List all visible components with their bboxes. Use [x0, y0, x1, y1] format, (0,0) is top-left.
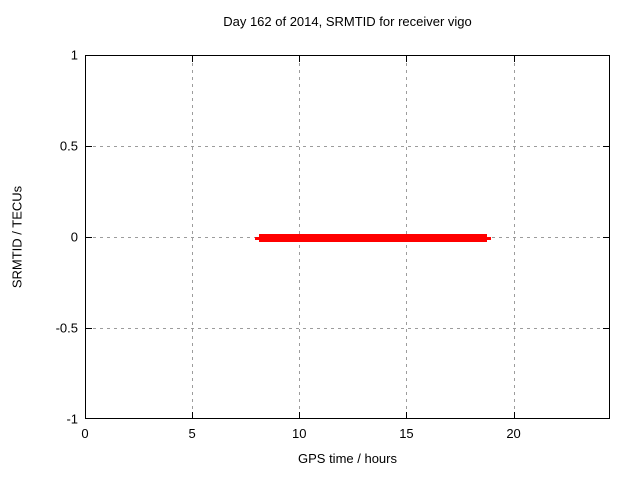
x-tick-mark-bottom [299, 412, 301, 418]
y-tick-label: 0.5 [59, 138, 78, 154]
x-tick-label: 0 [81, 426, 89, 441]
y-gridline [86, 328, 609, 329]
y-tick-mark-right [603, 146, 609, 147]
x-tick-mark-top [299, 56, 301, 62]
y-tick-label: -1 [66, 411, 78, 427]
series-segment [259, 234, 487, 242]
x-tick-label: 15 [399, 426, 414, 441]
chart-title: Day 162 of 2014, SRMTID for receiver vig… [223, 14, 472, 29]
y-tick-mark-right [603, 237, 609, 238]
y-tick-mark-right [603, 328, 609, 329]
y-tick-mark-left [86, 328, 92, 329]
x-tick-mark-bottom [406, 412, 408, 418]
y-tick-mark-left [86, 146, 92, 147]
x-tick-mark-top [513, 56, 515, 62]
y-tick-label: -0.5 [55, 320, 78, 336]
y-tick-label: 0 [70, 229, 78, 245]
x-tick-label: 20 [506, 426, 521, 441]
x-tick-mark-bottom [513, 412, 515, 418]
x-tick-mark-bottom [192, 412, 194, 418]
x-axis-label: GPS time / hours [298, 451, 397, 466]
x-tick-label: 10 [292, 426, 307, 441]
y-gridline [86, 146, 609, 147]
y-tick-label: 1 [70, 47, 78, 63]
y-axis-label: SRMTID / TECUs [9, 185, 25, 289]
x-tick-mark-top [192, 56, 194, 62]
plot-area [85, 55, 610, 419]
y-tick-mark-left [86, 237, 92, 238]
x-tick-label: 5 [188, 426, 196, 441]
x-tick-mark-top [406, 56, 408, 62]
